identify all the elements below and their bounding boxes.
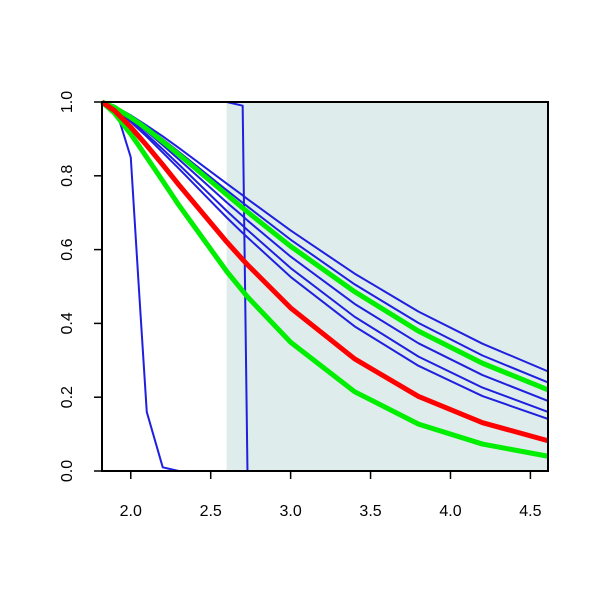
y-tick-label: 0.2 (59, 386, 76, 408)
line (101, 99, 549, 393)
x-tick-label: 3.5 (359, 503, 381, 520)
line (101, 101, 549, 413)
y-tick-label: 1.0 (59, 91, 76, 113)
y-tick-label: 0.0 (59, 460, 76, 482)
y-tick-label: 0.8 (59, 165, 76, 187)
line (100, 99, 549, 444)
line (100, 100, 549, 459)
shaded-region (226, 102, 548, 471)
line (101, 101, 549, 420)
x-tick-label: 2.5 (200, 503, 222, 520)
x-tick-label: 4.5 (519, 503, 541, 520)
x-tick-label: 3.0 (280, 503, 302, 520)
x-tick-label: 4.0 (439, 503, 461, 520)
y-tick-label: 0.6 (59, 238, 76, 260)
plot-frame (101, 101, 549, 472)
x-tick-label: 2.0 (120, 503, 142, 520)
y-tick-label: 0.4 (59, 312, 76, 334)
